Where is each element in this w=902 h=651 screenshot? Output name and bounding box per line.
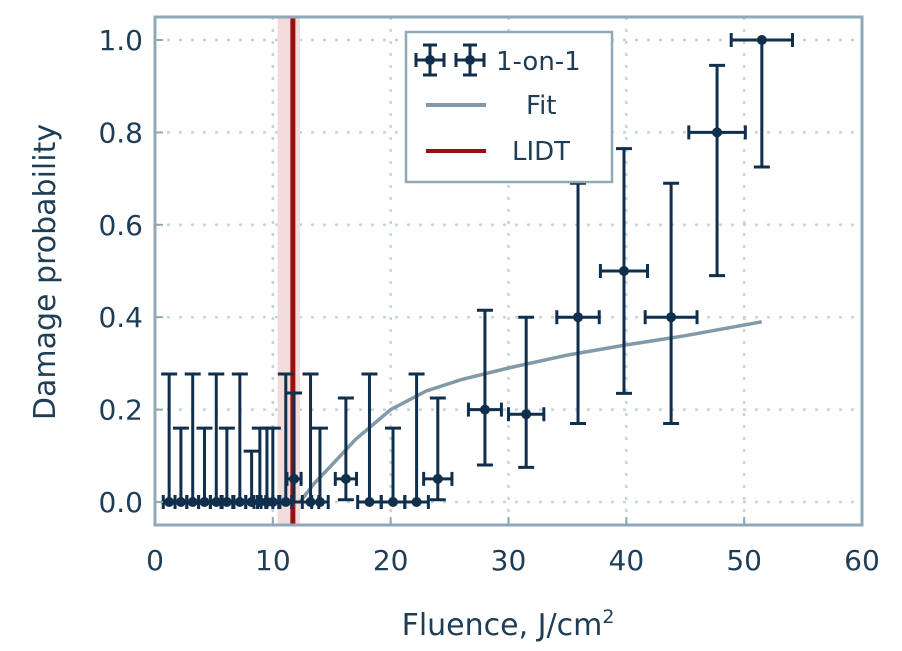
data-point	[403, 372, 430, 509]
data-point	[466, 308, 503, 467]
marker	[479, 404, 490, 415]
marker	[314, 497, 325, 507]
legend-marker-dot	[425, 55, 435, 65]
legend-marker-dot	[465, 55, 475, 65]
fit-curve	[298, 320, 763, 504]
marker	[280, 497, 291, 507]
lidt-band-layer	[277, 17, 300, 525]
marker	[712, 127, 723, 138]
x-tick-label: 10	[255, 544, 291, 577]
data-point	[310, 426, 330, 509]
x-tick-label: 60	[844, 544, 880, 577]
data-point	[687, 63, 747, 278]
lidt-band	[277, 17, 300, 525]
y-tick-label: 1.0	[98, 24, 143, 57]
marker	[221, 497, 232, 507]
data-point	[184, 372, 201, 509]
data-point	[285, 391, 303, 504]
marker	[187, 497, 198, 507]
marker	[175, 497, 186, 507]
data-point	[300, 372, 321, 509]
data-point	[379, 426, 407, 509]
data-point	[161, 372, 178, 509]
x-tick-label: 0	[146, 544, 164, 577]
marker	[234, 497, 245, 507]
marker	[756, 35, 767, 45]
marker	[211, 497, 222, 507]
x-tick-label: 30	[491, 544, 527, 577]
data-point	[208, 372, 225, 509]
marker	[411, 497, 422, 507]
data-point	[356, 372, 383, 509]
legend-marker-1-on-1	[414, 43, 486, 77]
marker	[388, 497, 399, 507]
x-axis-label-text: Fluence, J/cm	[402, 608, 603, 643]
y-tick-label: 0.4	[98, 301, 143, 334]
y-tick-label: 0.6	[98, 209, 143, 242]
y-tick-label: 0.0	[98, 486, 143, 519]
legend-label-lidt: LIDT	[512, 137, 570, 167]
data-point	[643, 181, 699, 425]
x-tick-label: 40	[609, 544, 645, 577]
data-point	[507, 315, 546, 469]
marker	[340, 473, 351, 484]
data-point	[422, 396, 454, 502]
fit-layer	[298, 320, 763, 504]
x-tick-label: 20	[373, 544, 409, 577]
marker	[573, 312, 584, 323]
marker	[666, 312, 677, 323]
data-point	[555, 181, 601, 425]
marker	[199, 497, 210, 507]
data-point	[598, 147, 650, 395]
ticks: 0 10 20 30 40 50 60 0.0 0.2 0.4 0.6 0.8 1.0	[98, 24, 879, 577]
x-tick-label: 50	[726, 544, 762, 577]
marker	[521, 409, 532, 420]
marker	[164, 497, 175, 507]
data-point	[333, 396, 358, 502]
y-tick-label: 0.2	[98, 394, 143, 427]
marker	[289, 473, 300, 484]
y-axis-label: Damage probability	[28, 124, 63, 420]
data-point	[729, 33, 794, 169]
data-point	[196, 426, 213, 509]
x-axis-label: Fluence, J/cm2	[402, 606, 615, 643]
x-axis-label-superscript: 2	[602, 606, 614, 628]
marker	[267, 497, 278, 507]
marker	[618, 266, 629, 276]
data-point	[218, 426, 235, 509]
legend: 1-on-1 Fit LIDT	[404, 30, 614, 184]
legend-label-1-on-1: 1-on-1	[496, 47, 581, 77]
y-tick-label: 0.8	[98, 116, 143, 149]
marker	[432, 473, 443, 484]
data-point	[231, 372, 248, 509]
legend-label-fit: Fit	[526, 91, 556, 121]
marker	[364, 497, 375, 507]
